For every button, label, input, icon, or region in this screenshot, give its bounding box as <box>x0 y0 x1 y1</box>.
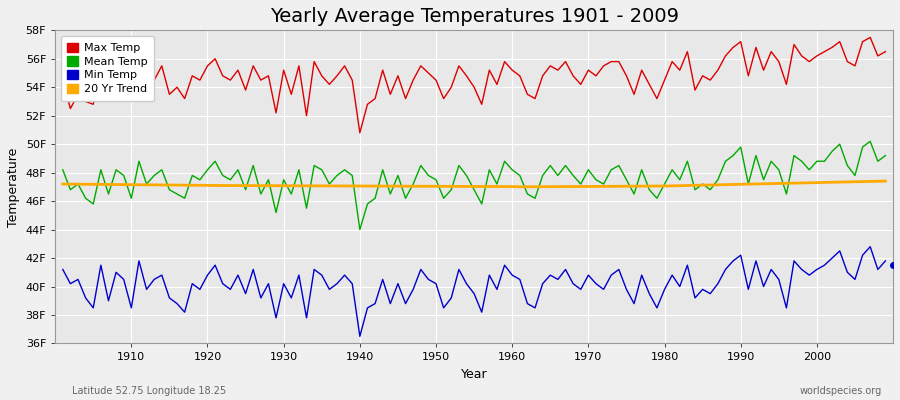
Text: worldspecies.org: worldspecies.org <box>800 386 882 396</box>
Legend: Max Temp, Mean Temp, Min Temp, 20 Yr Trend: Max Temp, Mean Temp, Min Temp, 20 Yr Tre… <box>60 36 154 101</box>
Title: Yearly Average Temperatures 1901 - 2009: Yearly Average Temperatures 1901 - 2009 <box>270 7 679 26</box>
Y-axis label: Temperature: Temperature <box>7 147 20 226</box>
Text: Latitude 52.75 Longitude 18.25: Latitude 52.75 Longitude 18.25 <box>72 386 226 396</box>
X-axis label: Year: Year <box>461 368 488 381</box>
